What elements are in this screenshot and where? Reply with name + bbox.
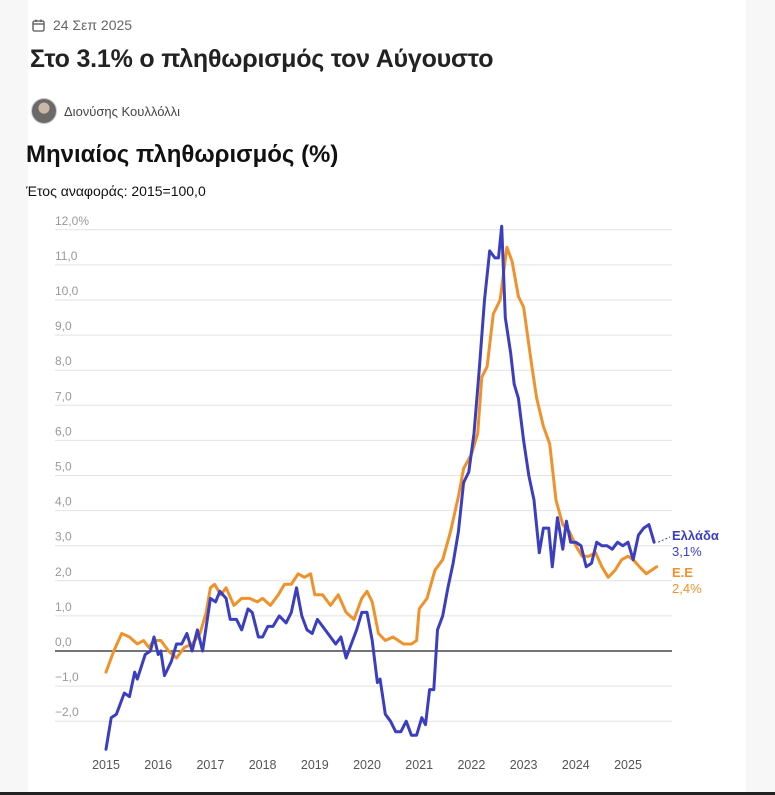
chart-title: Μηνιαίος πληθωρισμός (%) xyxy=(26,141,339,168)
article-date: 24 Σεπ 2025 xyxy=(32,17,132,33)
series-line-eu[interactable] xyxy=(104,245,659,674)
x-tick-label: 2018 xyxy=(249,758,277,772)
series-line-greece[interactable] xyxy=(104,224,656,751)
x-tick-label: 2024 xyxy=(562,758,590,772)
x-tick-label: 2022 xyxy=(457,758,485,772)
y-tick-label: 12,0% xyxy=(55,214,89,228)
author-byline[interactable]: Διονύσης Κουλλόλλι xyxy=(31,98,180,124)
series-value-eu: 2,4% xyxy=(672,581,702,596)
article-card xyxy=(28,0,746,792)
y-tick-label: 10,0 xyxy=(55,284,79,298)
author-name[interactable]: Διονύσης Κουλλόλλι xyxy=(64,103,181,119)
y-tick-label: −1,0 xyxy=(55,670,79,684)
x-tick-label: 2020 xyxy=(353,758,381,772)
x-tick-label: 2021 xyxy=(405,758,433,772)
x-tick-label: 2016 xyxy=(144,758,172,772)
x-tick-label: 2025 xyxy=(614,758,642,772)
x-tick-label: 2019 xyxy=(301,758,329,772)
author-avatar[interactable] xyxy=(31,98,57,124)
x-tick-label: 2023 xyxy=(510,758,538,772)
y-tick-label: −2,0 xyxy=(55,705,79,719)
y-tick-label: 4,0 xyxy=(55,495,72,509)
greece-label-connector xyxy=(657,536,671,543)
y-tick-label: 0,0 xyxy=(55,635,72,649)
calendar-icon xyxy=(32,19,45,32)
y-tick-label: 6,0 xyxy=(55,424,72,438)
y-tick-label: 1,0 xyxy=(55,600,72,614)
y-tick-label: 5,0 xyxy=(55,460,72,474)
y-tick-label: 11,0 xyxy=(55,249,78,263)
x-tick-label: 2015 xyxy=(92,758,120,772)
series-name-greece: Ελλάδα xyxy=(672,528,719,543)
bottom-divider xyxy=(0,792,775,795)
y-tick-label: 9,0 xyxy=(55,319,72,333)
article-date-text: 24 Σεπ 2025 xyxy=(53,17,133,33)
article-title: Στο 3.1% ο πληθωρισμός τον Αύγουστο xyxy=(30,45,494,73)
series-value-greece: 3,1% xyxy=(672,544,702,559)
y-tick-label: 3,0 xyxy=(55,530,72,544)
y-tick-label: 7,0 xyxy=(55,389,72,403)
chart-subtitle: Έτος αναφοράς: 2015=100,0 xyxy=(26,183,206,199)
x-tick-label: 2017 xyxy=(196,758,224,772)
series-name-eu: Ε.Ε xyxy=(672,565,693,580)
y-tick-label: 8,0 xyxy=(55,354,72,368)
y-tick-label: 2,0 xyxy=(55,565,72,579)
